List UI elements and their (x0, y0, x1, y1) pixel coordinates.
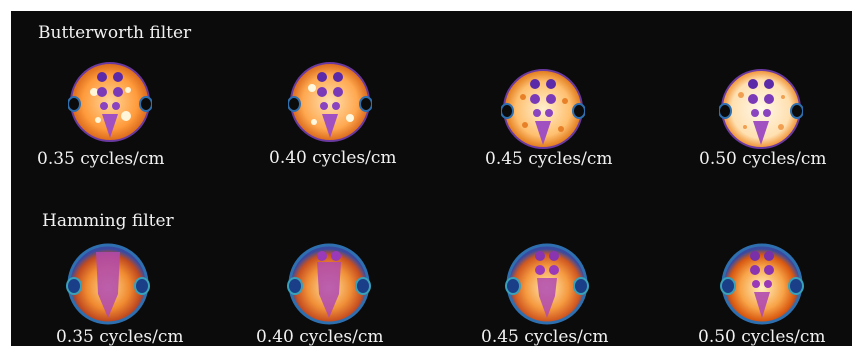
hamming-phantom-4 (720, 242, 804, 326)
hamming-phantom-1 (66, 242, 150, 326)
hamming-title: Hamming filter (42, 211, 174, 231)
butterworth-caption-2: 0.40 cycles/cm (269, 148, 397, 168)
butterworth-phantom-2 (288, 60, 372, 144)
butterworth-phantom-4 (719, 67, 803, 151)
butterworth-caption-3: 0.45 cycles/cm (485, 149, 613, 169)
butterworth-phantom-3 (501, 67, 585, 151)
butterworth-phantom-1 (68, 60, 152, 144)
hamming-phantom-2 (287, 242, 371, 326)
hamming-caption-1: 0.35 cycles/cm (56, 327, 184, 346)
figure-panel: Butterworth filter 0.35 cycles/cm (11, 11, 852, 346)
hamming-caption-2: 0.40 cycles/cm (256, 327, 384, 346)
hamming-phantom-3 (505, 242, 589, 326)
butterworth-caption-1: 0.35 cycles/cm (37, 149, 165, 169)
butterworth-title: Butterworth filter (38, 23, 192, 43)
hamming-caption-3: 0.45 cycles/cm (481, 327, 609, 346)
butterworth-caption-4: 0.50 cycles/cm (699, 149, 827, 169)
hamming-caption-4: 0.50 cycles/cm (698, 327, 826, 346)
